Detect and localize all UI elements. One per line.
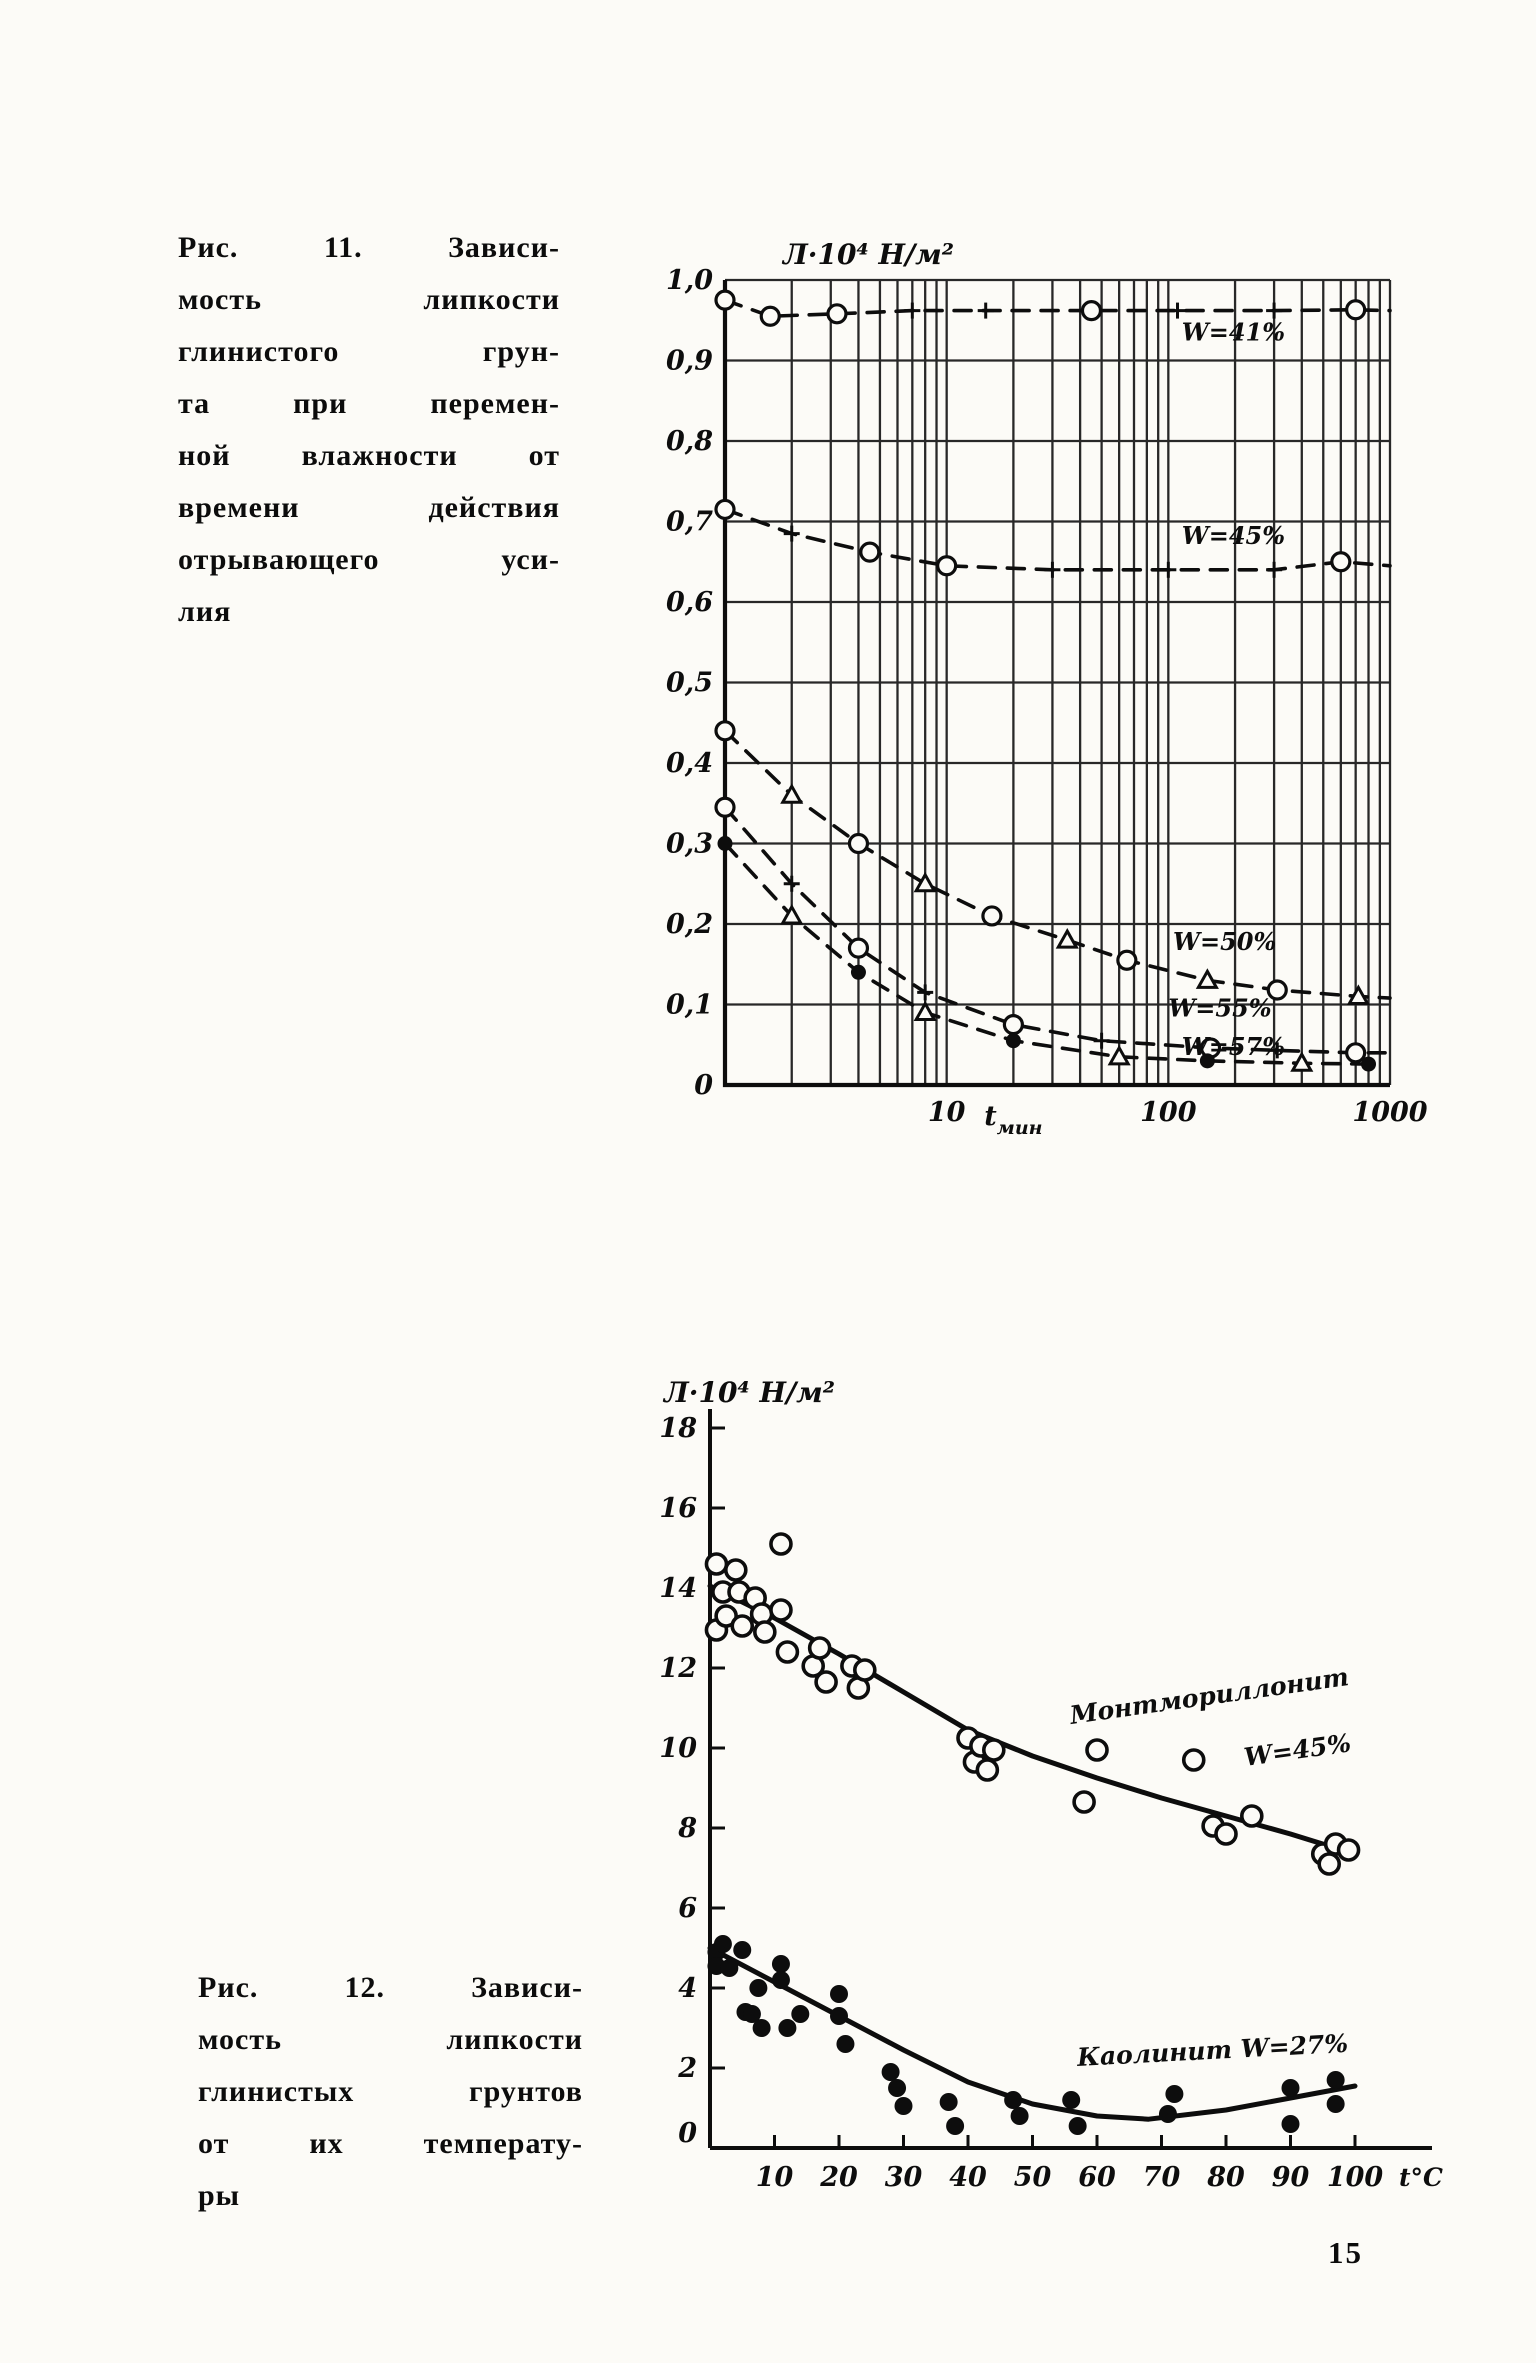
caption-line: глинистых грунтов bbox=[198, 2075, 583, 2108]
svg-text:80: 80 bbox=[1206, 2162, 1245, 2193]
svg-text:10: 10 bbox=[659, 1733, 697, 1764]
svg-text:0,7: 0,7 bbox=[666, 507, 713, 538]
svg-text:0,4: 0,4 bbox=[666, 748, 713, 779]
caption-line: лия bbox=[178, 595, 232, 628]
svg-text:t°C: t°C bbox=[1399, 2163, 1443, 2192]
svg-text:4: 4 bbox=[678, 1973, 697, 2004]
svg-text:W=50%: W=50% bbox=[1173, 927, 1276, 956]
svg-text:0: 0 bbox=[694, 1070, 713, 1101]
svg-text:0,1: 0,1 bbox=[666, 990, 713, 1021]
svg-text:40: 40 bbox=[949, 2162, 987, 2193]
fig12-caption: Рис. 12. Зависи- мость липкости глинисты… bbox=[198, 1962, 583, 2222]
caption-line: Рис. 12. Зависи- bbox=[198, 1971, 583, 2004]
svg-text:0: 0 bbox=[678, 2118, 697, 2149]
svg-text:0,3: 0,3 bbox=[666, 829, 713, 860]
svg-text:1,0: 1,0 bbox=[666, 265, 713, 296]
svg-text:18: 18 bbox=[659, 1413, 697, 1444]
caption-line: глинистого грун- bbox=[178, 335, 560, 368]
caption-line: мость липкости bbox=[198, 2023, 583, 2056]
caption-line: мость липкости bbox=[178, 283, 560, 316]
svg-text:0,5: 0,5 bbox=[666, 668, 713, 699]
caption-line: от их температу- bbox=[198, 2127, 583, 2160]
svg-text:14: 14 bbox=[659, 1573, 697, 1604]
svg-text:W=41%: W=41% bbox=[1182, 317, 1285, 346]
caption-line: ры bbox=[198, 2179, 241, 2212]
caption-line: ной влажности от bbox=[178, 439, 560, 472]
fig11-caption: Рис. 11. Зависи- мость липкости глинисто… bbox=[178, 222, 560, 638]
svg-text:100: 100 bbox=[1327, 2162, 1384, 2193]
svg-text:1000: 1000 bbox=[1352, 1097, 1427, 1128]
svg-text:6: 6 bbox=[678, 1893, 697, 1924]
svg-text:W=45%: W=45% bbox=[1182, 521, 1285, 550]
svg-text:30: 30 bbox=[885, 2162, 923, 2193]
svg-text:2: 2 bbox=[677, 2053, 697, 2084]
svg-text:70: 70 bbox=[1143, 2162, 1181, 2193]
svg-text:Л·10⁴ Н/м²: Л·10⁴ Н/м² bbox=[662, 1376, 835, 1409]
svg-text:100: 100 bbox=[1140, 1097, 1197, 1128]
caption-line: та при перемен- bbox=[178, 387, 560, 420]
svg-text:0,8: 0,8 bbox=[666, 426, 713, 457]
caption-line: отрывающего уси- bbox=[178, 543, 560, 576]
svg-text:8: 8 bbox=[677, 1813, 697, 1844]
svg-text:Каолинит W=27%: Каолинит W=27% bbox=[1075, 2029, 1348, 2072]
svg-text:0,2: 0,2 bbox=[666, 909, 713, 940]
svg-text:16: 16 bbox=[659, 1493, 697, 1524]
svg-text:W=57%: W=57% bbox=[1182, 1032, 1285, 1061]
svg-text:W=55%: W=55% bbox=[1168, 994, 1271, 1023]
svg-text:10: 10 bbox=[928, 1097, 966, 1128]
caption-line: Рис. 11. Зависи- bbox=[178, 231, 560, 264]
svg-text:50: 50 bbox=[1014, 2162, 1052, 2193]
svg-text:90: 90 bbox=[1272, 2162, 1310, 2193]
fig11-stickiness-vs-time-chart: 1,0 0,9 0,8 0,7 0,6 0,5 0,4 0,3 0,2 0,1 0 10 100 1000… bbox=[666, 238, 1428, 1139]
svg-text:Монтмориллонит: Монтмориллонит bbox=[1067, 1662, 1351, 1730]
page-number: 15 bbox=[1328, 2235, 1363, 2270]
svg-text:60: 60 bbox=[1078, 2162, 1116, 2193]
svg-text:0,9: 0,9 bbox=[666, 346, 713, 377]
svg-text:tмин: tмин bbox=[984, 1101, 1042, 1139]
caption-line: времени действия bbox=[178, 491, 560, 524]
svg-text:0,6: 0,6 bbox=[666, 587, 713, 618]
svg-text:20: 20 bbox=[819, 2162, 858, 2193]
svg-text:12: 12 bbox=[659, 1653, 697, 1684]
svg-text:W=45%: W=45% bbox=[1242, 1728, 1353, 1772]
svg-text:10: 10 bbox=[756, 2162, 794, 2193]
svg-text:Л·10⁴ Н/м²: Л·10⁴ Н/м² bbox=[781, 238, 954, 271]
